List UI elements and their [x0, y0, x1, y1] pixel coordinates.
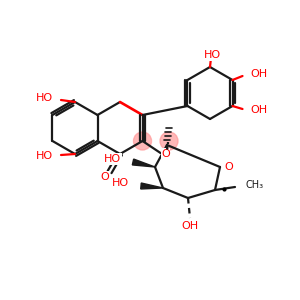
Text: OH: OH	[250, 69, 268, 79]
Text: O: O	[100, 172, 109, 182]
Text: O: O	[161, 149, 170, 159]
Polygon shape	[141, 183, 163, 189]
Circle shape	[134, 132, 152, 150]
Text: O: O	[225, 162, 233, 172]
Polygon shape	[132, 159, 155, 167]
Text: HO: HO	[203, 50, 220, 60]
Text: OH: OH	[182, 221, 199, 231]
Text: HO: HO	[36, 151, 53, 161]
Text: CH₃: CH₃	[245, 180, 263, 190]
Circle shape	[160, 132, 178, 150]
Text: OH: OH	[250, 105, 268, 115]
Text: HO: HO	[36, 93, 53, 103]
Text: HO: HO	[104, 154, 121, 164]
Text: HO: HO	[112, 178, 129, 188]
